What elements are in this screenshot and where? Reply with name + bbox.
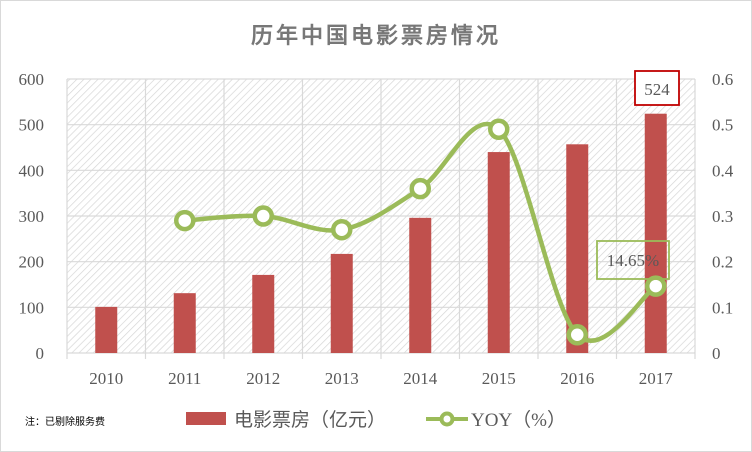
data-labels: 524 14.65% — [596, 70, 680, 280]
y-left-tick: 500 — [19, 116, 45, 135]
line-marker-icon — [426, 411, 468, 426]
bar-2013 — [330, 253, 353, 353]
x-axis: 2010 2011 2012 2013 2014 2015 2016 2017 — [89, 369, 673, 388]
legend-label-box-office: 电影票房（亿元） — [234, 410, 387, 431]
x-tick: 2011 — [168, 369, 201, 388]
yoy-marker — [252, 205, 274, 227]
y-right-tick: 0.2 — [712, 253, 733, 272]
y-right-tick: 0.3 — [712, 207, 733, 226]
chart-title: 历年中国电影票房情况 — [250, 23, 501, 49]
bar-2015 — [487, 152, 510, 353]
bar-2016 — [566, 144, 589, 353]
yoy-marker — [645, 275, 667, 297]
bar-2017 — [644, 113, 667, 353]
bar-2011 — [173, 293, 196, 353]
y-right-tick: 0.4 — [712, 161, 734, 180]
yoy-line-series — [174, 118, 667, 346]
x-tick: 2014 — [403, 369, 438, 388]
y-right-tick: 0.5 — [712, 116, 733, 135]
x-tick: 2013 — [325, 369, 359, 388]
footnote: 注：已剔除服务费 — [25, 417, 105, 428]
y-left-tick: 400 — [19, 161, 45, 180]
y-right-tick: 0 — [712, 344, 721, 363]
y-left-tick: 100 — [19, 298, 45, 317]
legend-item-yoy[interactable]: YOY（%） — [425, 405, 566, 432]
y-left-tick: 300 — [19, 207, 45, 226]
y-left-tick: 600 — [19, 70, 45, 89]
x-tick: 2017 — [639, 369, 674, 388]
x-tick: 2015 — [482, 369, 516, 388]
max-label-box — [634, 70, 680, 106]
legend-item-box-office[interactable]: 电影票房（亿元） — [186, 405, 386, 432]
yoy-marker — [566, 323, 588, 346]
right-y-axis: 0 0.1 0.2 0.3 0.4 0.5 0.6 — [712, 70, 734, 363]
yoy-marker — [409, 177, 431, 200]
bar-2014 — [409, 217, 432, 353]
yoy-marker — [174, 209, 196, 232]
left-y-axis: 0 100 200 300 400 500 600 — [19, 70, 45, 363]
max-bar-label: 524 — [644, 80, 670, 99]
y-left-tick: 200 — [19, 253, 45, 272]
legend-label-yoy: YOY（%） — [471, 410, 566, 431]
y-left-tick: 0 — [36, 344, 45, 363]
bar-swatch-icon — [186, 412, 226, 425]
x-tick: 2012 — [246, 369, 280, 388]
bar-2010 — [95, 306, 118, 353]
x-tick: 2010 — [89, 369, 123, 388]
yoy-label-box — [596, 240, 670, 280]
y-right-tick: 0.1 — [712, 298, 733, 317]
x-tick: 2016 — [560, 369, 594, 388]
yoy-marker — [488, 118, 510, 140]
bar-2012 — [252, 274, 275, 353]
yoy-marker — [331, 218, 353, 241]
y-right-tick: 0.6 — [712, 70, 733, 89]
yoy-last-label: 14.65% — [607, 251, 659, 270]
